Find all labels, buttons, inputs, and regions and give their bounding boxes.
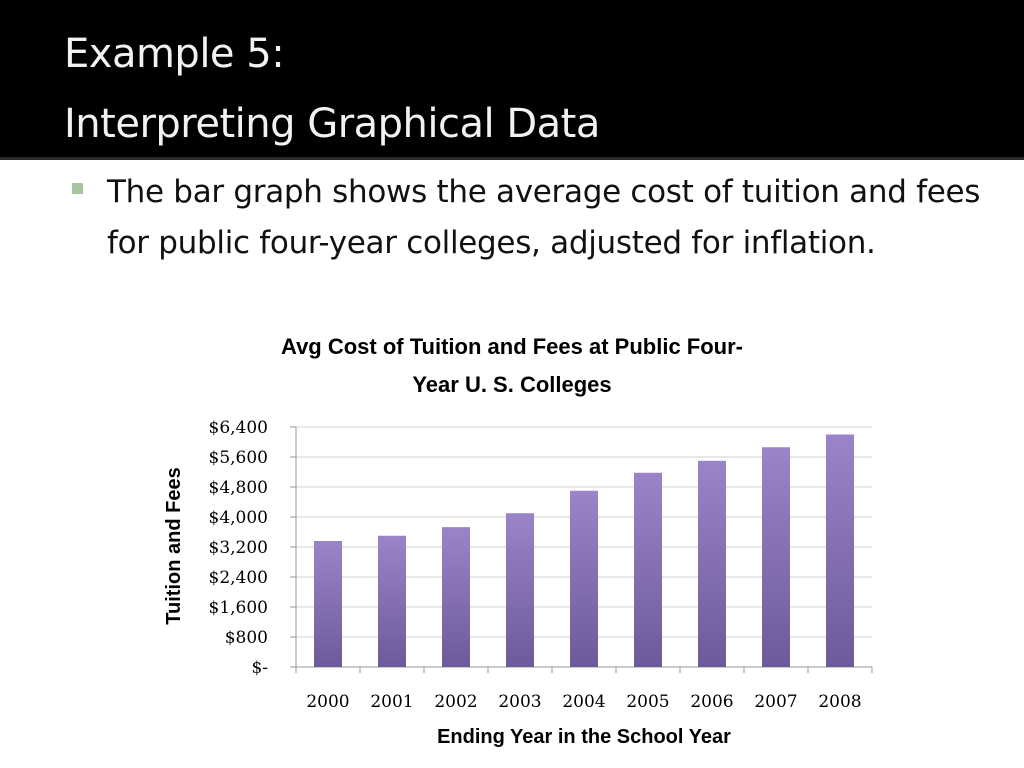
x-tick-label: 2001 [370,692,413,712]
x-tick-label: 2008 [818,692,861,712]
y-tick-label: $- [251,658,268,678]
y-tick-label: $800 [225,628,268,648]
bar-2008 [826,434,854,667]
bar-2001 [378,535,406,667]
y-tick-label: $3,200 [209,538,268,558]
x-tick-label: 2006 [690,692,733,712]
y-tick-label: $1,600 [209,598,268,618]
x-tick-label: 2004 [562,692,605,712]
bar-chart: Avg Cost of Tuition and Fees at Public F… [163,334,873,748]
bar-2002 [442,527,470,667]
slide-title-line-1: Example 5: [64,31,285,77]
y-tick-label: $6,400 [209,418,268,438]
x-tick-label: 2000 [306,692,349,712]
x-tick-label: 2005 [626,692,669,712]
y-tick-label: $4,000 [209,508,268,528]
title-band: Example 5: Interpreting Graphical Data [0,0,1024,160]
x-tick-label: 2003 [498,692,541,712]
y-tick-label: $4,800 [209,478,268,498]
x-tick-label: 2007 [754,692,797,712]
bar-2000 [314,541,342,667]
y-axis-label: Tuition and Fees [163,467,185,624]
y-tick-label: $5,600 [209,448,268,468]
bar-2007 [762,447,790,667]
bullet-text: The bar graph shows the average cost of … [107,174,981,261]
slide-title-line-2: Interpreting Graphical Data [64,101,600,147]
bar-2005 [634,472,662,667]
y-tick-label: $2,400 [209,568,268,588]
x-tick-label: 2002 [434,692,477,712]
bar-2003 [506,513,534,667]
chart-title-line-2: Year U. S. Colleges [412,372,611,397]
bar-2006 [698,460,726,667]
x-axis-label: Ending Year in the School Year [437,726,731,748]
bullet-square-icon [72,183,83,194]
chart-title-line-1: Avg Cost of Tuition and Fees at Public F… [281,334,743,359]
bar-2004 [570,490,598,667]
